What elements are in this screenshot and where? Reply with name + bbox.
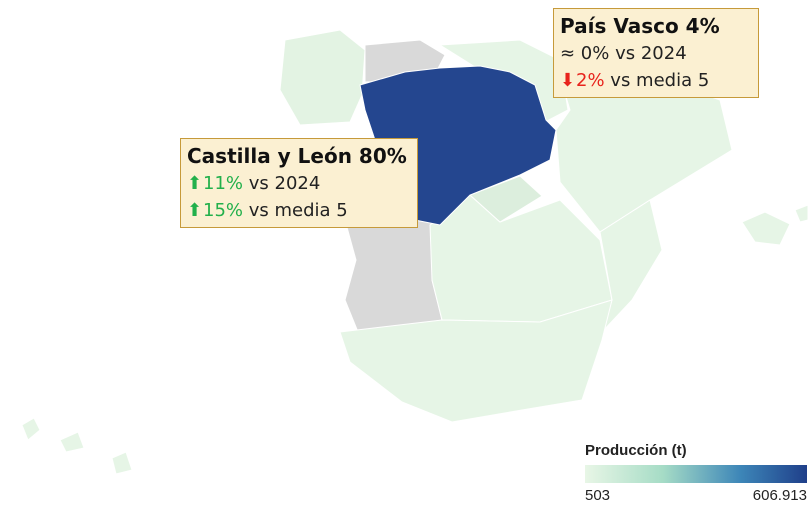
region: [741, 211, 791, 246]
trend-icon: ⬆: [187, 173, 203, 194]
tooltip-title: País Vasco 4%: [560, 14, 720, 38]
region: [429, 194, 613, 323]
change-text: vs media 5: [248, 200, 348, 221]
trend-icon: ⬆: [187, 200, 203, 221]
legend-title: Producción (t): [585, 442, 687, 459]
legend-min: 503: [585, 487, 610, 504]
region: [111, 451, 133, 475]
tooltip-line: ⬇2% vs media 5: [560, 67, 752, 94]
change-value: ≈ 0%: [560, 43, 610, 64]
change-text: vs 2024: [615, 43, 687, 64]
tooltip-line: ≈ 0% vs 2024: [560, 40, 752, 67]
region: [59, 431, 85, 453]
change-value: 11%: [203, 173, 244, 194]
trend-icon: ⬇: [560, 70, 576, 91]
change-value: 2%: [576, 70, 605, 91]
change-value: 15%: [203, 200, 244, 221]
tooltip-title: Castilla y León 80%: [187, 144, 407, 168]
tooltip-line: ⬆11% vs 2024: [187, 170, 411, 197]
region: [279, 29, 366, 126]
region: [21, 417, 41, 441]
region: [469, 175, 543, 223]
change-text: vs 2024: [248, 173, 321, 194]
region: [339, 299, 613, 423]
legend-scale: [585, 465, 807, 483]
tooltip: Castilla y León 80% ⬆11% vs 2024 ⬆15% vs m…: [180, 138, 418, 228]
legend-max: 606.913: [753, 487, 807, 504]
region: [794, 204, 809, 223]
tooltip: País Vasco 4% ≈ 0% vs 2024 ⬇2% vs media 5: [553, 8, 759, 98]
change-text: vs media 5: [610, 70, 710, 91]
region: [344, 217, 443, 338]
tooltip-line: ⬆15% vs media 5: [187, 197, 411, 224]
